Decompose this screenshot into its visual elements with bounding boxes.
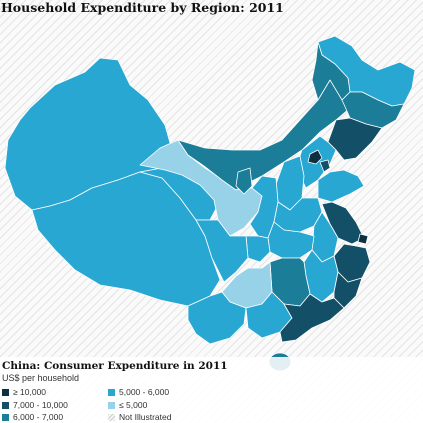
legend-item-6000-7000: 6,000 - 7,000	[2, 412, 63, 422]
legend-label: 6,000 - 7,000	[13, 412, 64, 422]
legend-swatch	[2, 413, 9, 421]
legend-label: Not Illustrated	[119, 412, 172, 422]
legend-item-not-illustrated: Not Illustrated	[108, 412, 171, 422]
legend-title: China: Consumer Expenditure in 2011	[2, 360, 228, 372]
legend-item-5000-6000: 5,000 - 6,000	[108, 387, 169, 397]
legend-swatch	[108, 388, 115, 396]
region-tianjin[interactable]	[319, 159, 331, 173]
legend-label: ≥ 10,000	[13, 387, 47, 397]
legend-subtitle: US$ per household	[2, 373, 80, 383]
legend-item-7000-10000: 7,000 - 10,000	[2, 400, 68, 410]
legend-item-le5000: ≤ 5,000	[108, 400, 147, 410]
region-ningxia[interactable]	[235, 167, 253, 195]
region-sichuan[interactable]	[195, 219, 249, 283]
legend-item-ge10000: ≥ 10,000	[2, 387, 46, 397]
legend-swatch	[108, 401, 115, 409]
legend-swatch	[108, 413, 115, 421]
region-hubei[interactable]	[267, 221, 315, 259]
legend-label: 7,000 - 10,000	[13, 400, 68, 410]
legend-swatch	[2, 388, 9, 396]
legend-label: 5,000 - 6,000	[119, 387, 170, 397]
region-beijing[interactable]	[307, 149, 323, 165]
region-chongqing[interactable]	[245, 235, 271, 263]
map-title: Household Expenditure by Region: 2011	[1, 0, 284, 15]
legend: China: Consumer Expenditure in 2011 US$ …	[0, 357, 423, 423]
region-guangdong[interactable]	[279, 293, 345, 343]
region-shanghai[interactable]	[357, 233, 369, 245]
region-fujian[interactable]	[333, 271, 363, 309]
region-yunnan[interactable]	[187, 291, 247, 345]
legend-label: ≤ 5,000	[119, 400, 148, 410]
region-shandong[interactable]	[317, 169, 365, 203]
legend-swatch	[2, 401, 9, 409]
